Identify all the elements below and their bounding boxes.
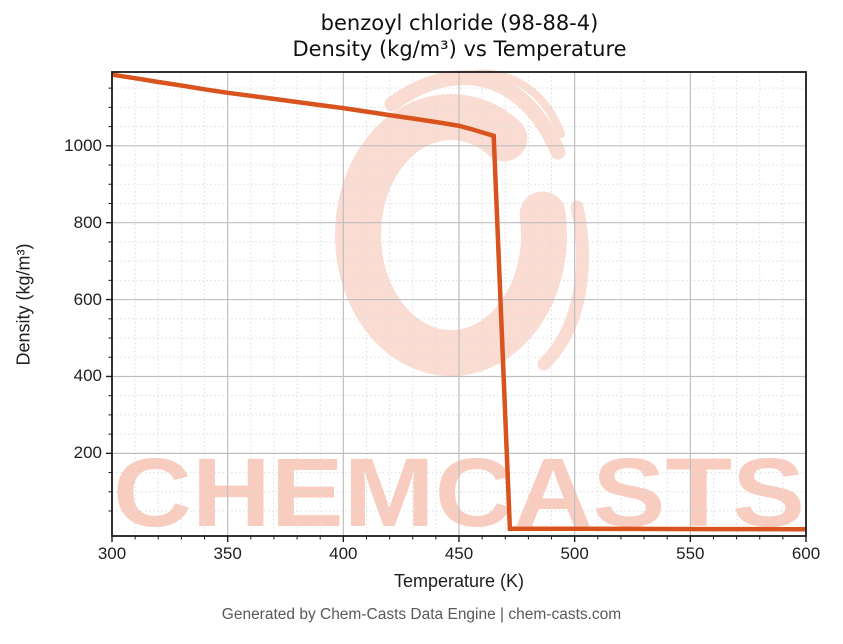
- y-tick-label: 400: [73, 366, 102, 386]
- chart-title-line2: Density (kg/m³) vs Temperature: [292, 37, 627, 61]
- footer-attribution: Generated by Chem-Casts Data Engine | ch…: [221, 606, 622, 623]
- watermark-swirl-icon: [335, 94, 567, 376]
- x-tick-label: 300: [97, 544, 127, 563]
- x-tick-label: 600: [791, 544, 821, 563]
- y-tick-label: 200: [73, 443, 102, 463]
- x-tick-label: 350: [213, 544, 242, 563]
- y-axis-label: Density (kg/m³): [13, 243, 34, 366]
- x-tick-label: 450: [444, 544, 474, 563]
- x-tick-label: 550: [676, 544, 705, 563]
- y-tick-label: 800: [73, 212, 102, 232]
- chart-title-line1: benzoyl chloride (98-88-4): [320, 11, 599, 35]
- y-tick-label: 600: [73, 289, 102, 309]
- x-tick-label: 400: [329, 544, 358, 563]
- density-curve: [111, 72, 807, 532]
- y-tick-label: 1000: [64, 135, 102, 155]
- tick-marks: [106, 87, 807, 542]
- x-tick-label: 500: [560, 544, 589, 563]
- x-axis-label: Temperature (K): [393, 571, 525, 591]
